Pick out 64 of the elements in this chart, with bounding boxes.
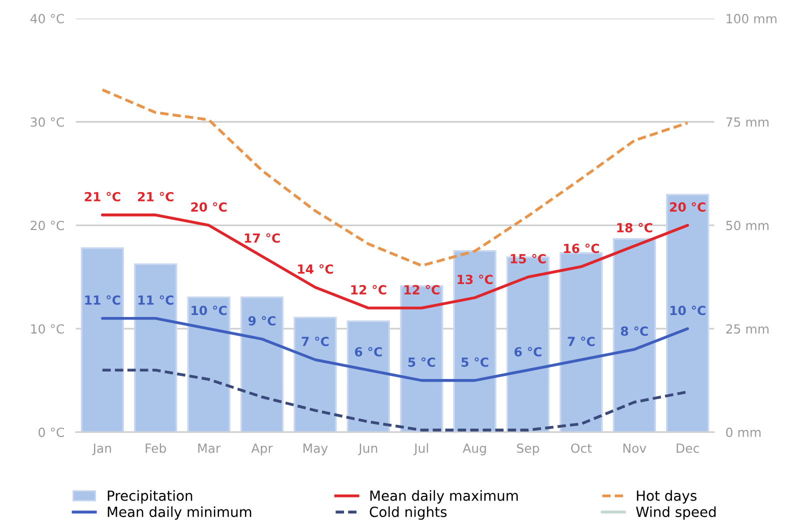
data-label: 21 °C (138, 192, 174, 202)
data-label: 10 °C (670, 306, 706, 316)
data-label: 17 °C (244, 233, 280, 243)
data-label: 12 °C (351, 284, 386, 294)
data-label: 20 °C (670, 202, 706, 212)
x-tick-label: Jul (413, 443, 428, 456)
y2-tick-label: 75 mm (726, 118, 768, 127)
data-label: 21 °C (84, 192, 120, 202)
x-tick-label: Nov (623, 444, 646, 453)
x-tick-label: Jun (358, 444, 378, 456)
y2-tick-label: 0 mm (726, 428, 761, 438)
x-tick-label: Mar (198, 444, 221, 453)
x-tick-label: Oct (571, 443, 592, 453)
data-label: 8 °C (620, 326, 648, 336)
data-label: 10 °C (192, 306, 227, 316)
bar (346, 320, 390, 432)
bar (666, 194, 710, 432)
y2-tick-label: 50 mm (726, 220, 768, 230)
data-label: 15 °C (510, 254, 546, 264)
data-label: 7 °C (568, 336, 595, 346)
bar (612, 238, 656, 432)
y2-tick-label: 25 mm (726, 324, 768, 334)
data-label: 14 °C (298, 264, 333, 274)
data-label: 5 °C (462, 357, 488, 367)
x-tick-label: Dec (676, 444, 699, 453)
legend-label: Mean daily maximum (370, 490, 518, 504)
data-label: 13 °C (458, 274, 493, 284)
data-label: 20 °C (191, 202, 227, 212)
x-tick-label: Aug (462, 444, 486, 456)
bar (560, 252, 603, 432)
x-tick-label: May (304, 444, 328, 456)
line-series (101, 316, 689, 382)
legend-label: Cold nights (370, 506, 447, 520)
data-label: 16 °C (564, 244, 599, 254)
bar (240, 296, 284, 432)
y-tick-label: 10 °C (31, 324, 64, 334)
bar (294, 316, 337, 432)
data-label: 12 °C (404, 284, 440, 294)
legend-label: Hot days (636, 490, 696, 504)
x-tick-label: Apr (251, 444, 273, 456)
y-tick-label: 0 °C (38, 428, 64, 438)
bar (134, 263, 178, 432)
x-tick-label: Feb (146, 443, 166, 453)
y-tick-label: 30 °C (30, 117, 64, 127)
y-tick-label: 40 °C (30, 14, 64, 24)
data-label: 18 °C (617, 222, 652, 232)
data-label: 11 °C (138, 295, 174, 305)
bar (453, 250, 496, 432)
data-label: 11 °C (85, 295, 120, 305)
data-label: 7 °C (302, 336, 329, 346)
legend-label: Wind speed (636, 506, 716, 520)
data-label: 6 °C (354, 347, 382, 357)
bar (400, 285, 444, 432)
legend-label: Precipitation (108, 490, 192, 504)
y2-tick-label: 100 mm (726, 14, 776, 24)
bar (187, 296, 230, 432)
bar (80, 247, 124, 432)
y-tick-label: 20 °C (30, 220, 64, 230)
x-tick-label: Sep (517, 443, 540, 456)
data-label: 5 °C (408, 357, 436, 367)
data-label: 9 °C (248, 316, 276, 326)
legend-label: Mean daily minimum (108, 506, 252, 520)
data-label: 6 °C (514, 347, 542, 357)
x-tick-label: Jan (92, 444, 111, 456)
